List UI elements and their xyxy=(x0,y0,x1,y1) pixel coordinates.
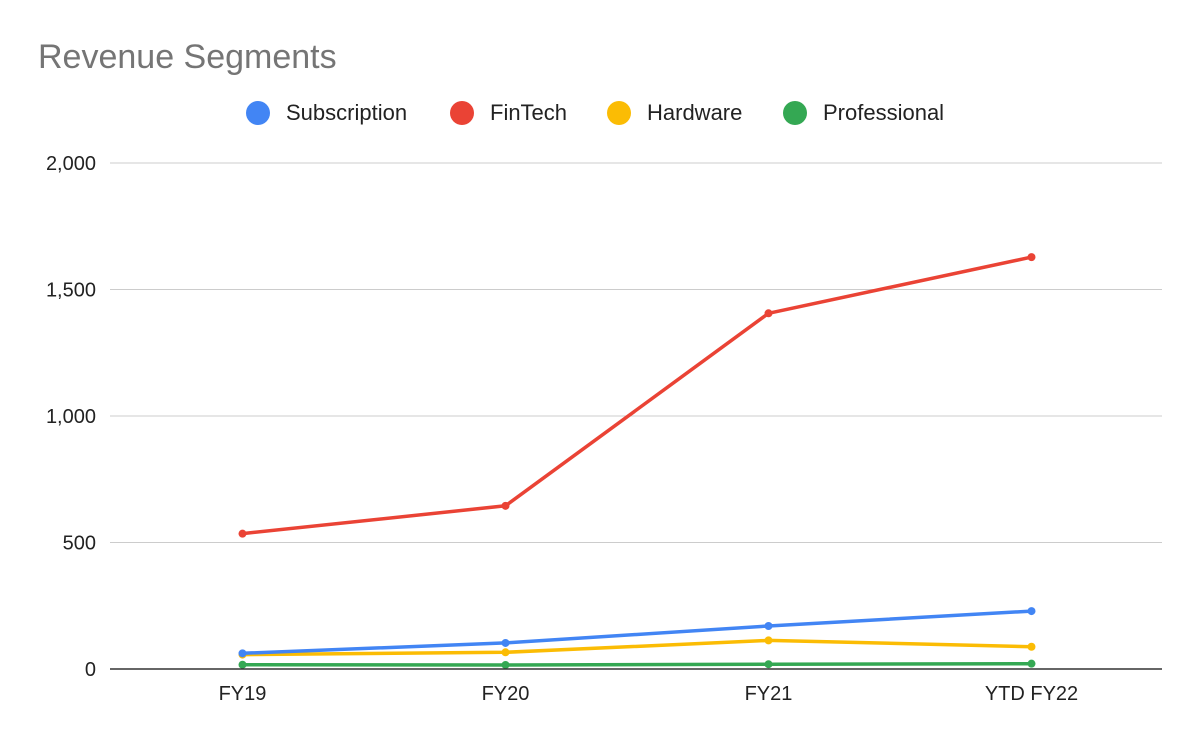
legend-swatch xyxy=(783,101,807,125)
x-axis-ticks: FY19 FY20 FY21 YTD FY22 xyxy=(219,683,1079,705)
series-line xyxy=(240,255,1034,536)
data-point xyxy=(1027,659,1036,668)
legend-label: FinTech xyxy=(490,100,567,125)
series-line xyxy=(240,609,1034,656)
series-lines xyxy=(110,253,1162,670)
series-fintech xyxy=(238,253,1036,538)
x-tick-label: FY19 xyxy=(219,683,267,705)
x-tick-label: YTD FY22 xyxy=(985,683,1078,705)
series-subscription xyxy=(238,607,1036,658)
series-professional xyxy=(238,659,1036,669)
data-point xyxy=(238,660,247,669)
data-point xyxy=(238,649,247,658)
y-tick-label: 500 xyxy=(63,533,96,555)
data-point xyxy=(764,621,773,630)
data-point xyxy=(501,501,510,510)
legend-label: Subscription xyxy=(286,100,407,125)
data-point xyxy=(238,529,247,538)
data-point xyxy=(764,309,773,318)
data-point xyxy=(501,660,510,669)
series-line xyxy=(240,638,1034,657)
legend-item-hardware: Hardware xyxy=(607,100,742,125)
legend-label: Hardware xyxy=(647,100,742,125)
data-point xyxy=(1027,607,1036,616)
legend-swatch xyxy=(246,101,270,125)
legend-label: Professional xyxy=(823,100,944,125)
x-tick-label: FY21 xyxy=(745,683,793,705)
legend-item-professional: Professional xyxy=(783,100,944,125)
y-axis-ticks: 0 500 1,000 1,500 2,000 xyxy=(46,153,96,681)
legend-item-fintech: FinTech xyxy=(450,100,567,125)
data-point xyxy=(1027,253,1036,262)
legend-swatch xyxy=(450,101,474,125)
data-point xyxy=(501,648,510,657)
legend-swatch xyxy=(607,101,631,125)
y-tick-label: 2,000 xyxy=(46,153,96,175)
data-point xyxy=(1027,642,1036,651)
data-point xyxy=(501,638,510,647)
y-tick-label: 1,000 xyxy=(46,406,96,428)
series-line xyxy=(240,661,1034,667)
chart-title: Revenue Segments xyxy=(38,38,337,76)
y-tick-label: 1,500 xyxy=(46,280,96,302)
legend: Subscription FinTech Hardware Professional xyxy=(246,100,944,125)
y-tick-label: 0 xyxy=(85,659,96,681)
gridlines xyxy=(110,162,1162,543)
data-point xyxy=(764,660,773,669)
data-point xyxy=(764,636,773,645)
legend-item-subscription: Subscription xyxy=(246,100,407,125)
x-tick-label: FY20 xyxy=(482,683,530,705)
